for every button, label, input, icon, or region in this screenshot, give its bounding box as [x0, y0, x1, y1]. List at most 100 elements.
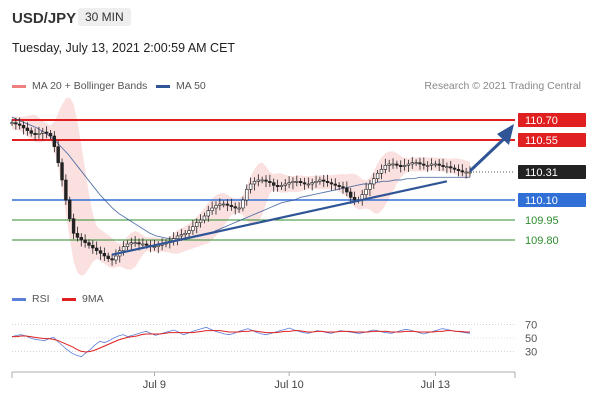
candle-body — [33, 133, 37, 135]
candle-body — [302, 182, 307, 185]
candle-body — [133, 242, 137, 244]
candle-body — [191, 226, 195, 231]
candle-body — [433, 163, 438, 166]
level-label-1: 110.55 — [525, 135, 558, 147]
candle-body — [418, 162, 422, 165]
ma50-swatch — [156, 84, 170, 88]
candle-body — [187, 230, 191, 234]
candle-body — [283, 183, 287, 186]
candle-body — [310, 182, 314, 185]
ma20-swatch — [12, 84, 26, 88]
level-label-4: 109.95 — [525, 215, 559, 227]
candle-body — [441, 165, 445, 167]
rsi-ma9-line — [12, 330, 470, 353]
candle-body — [306, 183, 311, 186]
candle-body — [37, 133, 41, 135]
level-label-bg-3 — [518, 193, 586, 207]
candle-body — [387, 163, 391, 166]
candle-body — [229, 205, 234, 207]
legend-rsi-label: RSI — [32, 293, 50, 305]
candle-body — [352, 197, 357, 201]
candle-body — [110, 258, 114, 261]
candle-body — [318, 179, 322, 182]
candle-body — [52, 135, 57, 147]
rsi-swatch — [12, 297, 26, 301]
candle-body — [252, 181, 257, 185]
candle-body — [248, 183, 253, 190]
candle-body — [291, 181, 295, 183]
candle-body — [129, 242, 134, 245]
bollinger-band — [12, 97, 470, 276]
candle-body — [41, 131, 45, 134]
candle-body — [206, 210, 210, 217]
candle-body — [402, 165, 407, 167]
projection-arrow — [468, 135, 508, 173]
candle-body — [348, 191, 353, 198]
candle-body — [298, 181, 303, 183]
candle-body — [456, 169, 461, 171]
candle-body — [75, 233, 80, 238]
candle-body — [121, 246, 126, 251]
ma9-swatch — [62, 297, 76, 301]
datetime-label: Tuesday, July 13, 2021 2:00:59 AM CET — [12, 41, 236, 55]
candle-body — [225, 203, 230, 206]
candle-body — [21, 125, 26, 129]
candle-body — [395, 163, 399, 166]
candle-body — [48, 133, 53, 137]
candle-body — [29, 130, 33, 134]
symbol-label: USD/JPY — [12, 10, 77, 27]
candle-body — [314, 181, 318, 183]
candle-body — [94, 247, 99, 251]
candle-body — [449, 166, 453, 169]
rsi-tick-2: 30 — [525, 346, 537, 358]
candle-body — [468, 171, 472, 174]
candle-body — [98, 250, 103, 254]
rsi-tick-1: 50 — [525, 333, 537, 345]
support-trendline — [111, 180, 448, 256]
candle-body — [245, 189, 249, 201]
candle-body — [372, 178, 376, 185]
candle-body — [87, 242, 91, 246]
candle-body — [83, 239, 87, 243]
legend-ma20: MA 20 + Bollinger Bands — [12, 80, 147, 92]
rsi-tick-0: 70 — [525, 320, 537, 332]
candle-body — [383, 165, 388, 170]
candle-body — [10, 122, 14, 124]
candle-body — [279, 185, 284, 187]
candle-body — [195, 222, 199, 227]
candle-body — [268, 181, 272, 183]
legend-ma50: MA 50 — [156, 80, 206, 92]
candle-body — [464, 171, 468, 174]
legend-ma20-label: MA 20 + Bollinger Bands — [32, 80, 148, 92]
candle-body — [287, 182, 291, 185]
candle-body — [264, 179, 268, 182]
candle-body — [437, 163, 441, 166]
candle-body — [414, 162, 418, 164]
candle-body — [368, 183, 372, 190]
candle-body — [399, 165, 403, 167]
candle-body — [17, 123, 22, 126]
candle-body — [237, 207, 241, 210]
candle-body — [295, 181, 299, 183]
candle-body — [422, 163, 426, 166]
candle-body — [60, 162, 64, 181]
candle-body — [137, 242, 141, 245]
candle-body — [452, 167, 457, 170]
candle-body — [333, 183, 337, 186]
x-tick-label-2: Jul 13 — [421, 379, 450, 391]
ma50-line — [11, 116, 470, 240]
candle-body — [275, 185, 280, 187]
candle-body — [460, 170, 465, 173]
timeframe-badge[interactable]: 30 MIN — [78, 8, 131, 26]
candle-body — [425, 165, 430, 167]
candle-body — [141, 243, 145, 246]
candle-body — [256, 179, 261, 182]
candle-body — [25, 127, 30, 131]
candle-body — [44, 131, 49, 134]
candle-body — [71, 218, 76, 234]
level-label-2: 110.31 — [525, 167, 558, 179]
candle-body — [14, 122, 18, 125]
level-label-5: 109.80 — [525, 235, 559, 247]
candle-body — [91, 245, 95, 249]
